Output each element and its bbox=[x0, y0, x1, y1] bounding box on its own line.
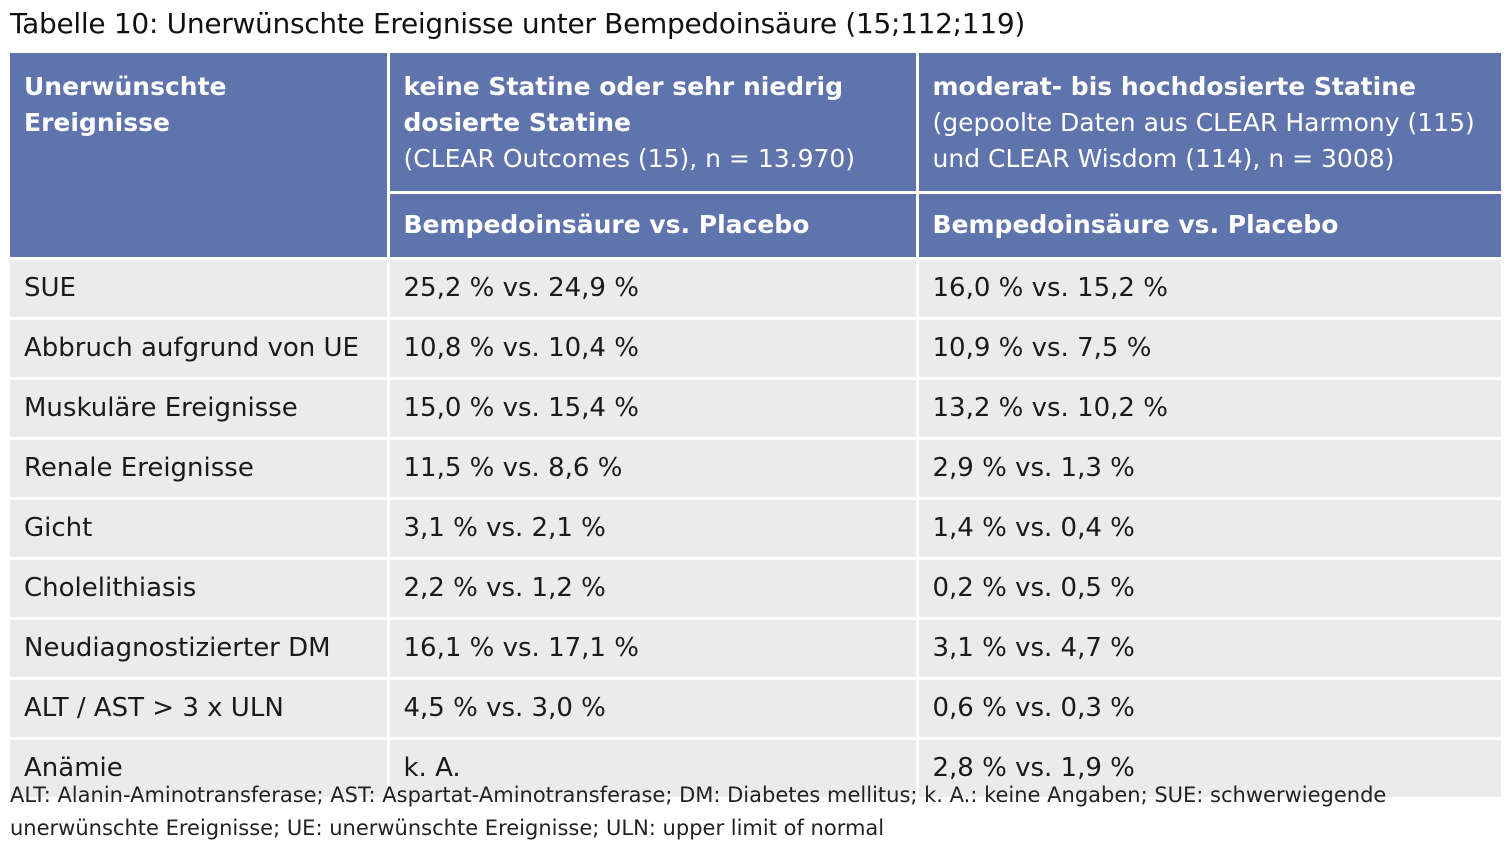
table-row: Cholelithiasis 2,2 % vs. 1,2 % 0,2 % vs.… bbox=[10, 556, 1501, 620]
high-statin-cell: 10,9 % vs. 7,5 % bbox=[915, 316, 1501, 380]
header-high-statin-subtitle: (gepoolte Daten aus CLEAR Harmony (115) … bbox=[932, 108, 1475, 173]
header-events: Unerwünschte Ereignisse bbox=[10, 53, 390, 260]
high-statin-cell: 2,8 % vs. 1,9 % bbox=[915, 736, 1501, 800]
header-low-statin-title: keine Statine oder sehr niedrig dosierte… bbox=[403, 72, 843, 137]
table-row: Muskuläre Ereignisse 15,0 % vs. 15,4 % 1… bbox=[10, 376, 1501, 440]
table-row: ALT / AST > 3 x ULN 4,5 % vs. 3,0 % 0,6 … bbox=[10, 676, 1501, 740]
low-statin-cell: 3,1 % vs. 2,1 % bbox=[386, 496, 919, 560]
table-row: Neudiagnostizierter DM 16,1 % vs. 17,1 %… bbox=[10, 616, 1501, 680]
table-row: Gicht 3,1 % vs. 2,1 % 1,4 % vs. 0,4 % bbox=[10, 496, 1501, 560]
table-title: Tabelle 10: Unerwünschte Ereignisse unte… bbox=[10, 7, 1025, 40]
low-statin-cell: 2,2 % vs. 1,2 % bbox=[386, 556, 919, 620]
low-statin-cell: 10,8 % vs. 10,4 % bbox=[386, 316, 919, 380]
table-footnote: ALT: Alanin-Aminotransferase; AST: Aspar… bbox=[10, 783, 1387, 840]
event-cell: Cholelithiasis bbox=[10, 556, 390, 620]
event-cell: Muskuläre Ereignisse bbox=[10, 376, 390, 440]
low-statin-cell: 4,5 % vs. 3,0 % bbox=[386, 676, 919, 740]
low-statin-cell: 11,5 % vs. 8,6 % bbox=[386, 436, 919, 500]
header-high-statin-title: moderat- bis hochdosierte Statine bbox=[932, 72, 1416, 101]
subheader-row: Bempedoinsäure vs. Placebo Bempedoinsäur… bbox=[10, 190, 1501, 260]
header-low-statin: keine Statine oder sehr niedrig dosierte… bbox=[386, 53, 919, 194]
table-row: Renale Ereignisse 11,5 % vs. 8,6 % 2,9 %… bbox=[10, 436, 1501, 500]
event-cell: ALT / AST > 3 x ULN bbox=[10, 676, 390, 740]
adverse-events-table: Unerwünschte Ereignisse keine Statine od… bbox=[10, 53, 1501, 800]
event-cell: Abbruch aufgrund von UE bbox=[10, 316, 390, 380]
high-statin-cell: 16,0 % vs. 15,2 % bbox=[915, 256, 1501, 320]
event-cell: Neudiagnostizierter DM bbox=[10, 616, 390, 680]
low-statin-cell: 15,0 % vs. 15,4 % bbox=[386, 376, 919, 440]
subheader-low-statin: Bempedoinsäure vs. Placebo bbox=[388, 190, 919, 260]
high-statin-cell: 0,6 % vs. 0,3 % bbox=[915, 676, 1501, 740]
event-cell: Renale Ereignisse bbox=[10, 436, 390, 500]
header-events-label: Unerwünschte Ereignisse bbox=[24, 72, 227, 137]
header-row: Unerwünschte Ereignisse keine Statine od… bbox=[10, 53, 1501, 260]
event-cell: SUE bbox=[10, 256, 390, 320]
table-row: Anämie k. A. 2,8 % vs. 1,9 % bbox=[10, 736, 1501, 800]
high-statin-cell: 2,9 % vs. 1,3 % bbox=[915, 436, 1501, 500]
high-statin-cell: 0,2 % vs. 0,5 % bbox=[915, 556, 1501, 620]
table-row: SUE 25,2 % vs. 24,9 % 16,0 % vs. 15,2 % bbox=[10, 256, 1501, 320]
subheader-high-statin: Bempedoinsäure vs. Placebo bbox=[915, 190, 1501, 260]
table-row: Abbruch aufgrund von UE 10,8 % vs. 10,4 … bbox=[10, 316, 1501, 380]
header-high-statin: moderat- bis hochdosierte Statine (gepoo… bbox=[915, 53, 1501, 194]
event-cell: Anämie bbox=[10, 736, 390, 800]
event-cell: Gicht bbox=[10, 496, 390, 560]
low-statin-cell: k. A. bbox=[386, 736, 919, 800]
low-statin-cell: 16,1 % vs. 17,1 % bbox=[386, 616, 919, 680]
header-low-statin-subtitle: (CLEAR Outcomes (15), n = 13.970) bbox=[403, 144, 856, 173]
high-statin-cell: 13,2 % vs. 10,2 % bbox=[915, 376, 1501, 440]
low-statin-cell: 25,2 % vs. 24,9 % bbox=[386, 256, 919, 320]
high-statin-cell: 3,1 % vs. 4,7 % bbox=[915, 616, 1501, 680]
high-statin-cell: 1,4 % vs. 0,4 % bbox=[915, 496, 1501, 560]
